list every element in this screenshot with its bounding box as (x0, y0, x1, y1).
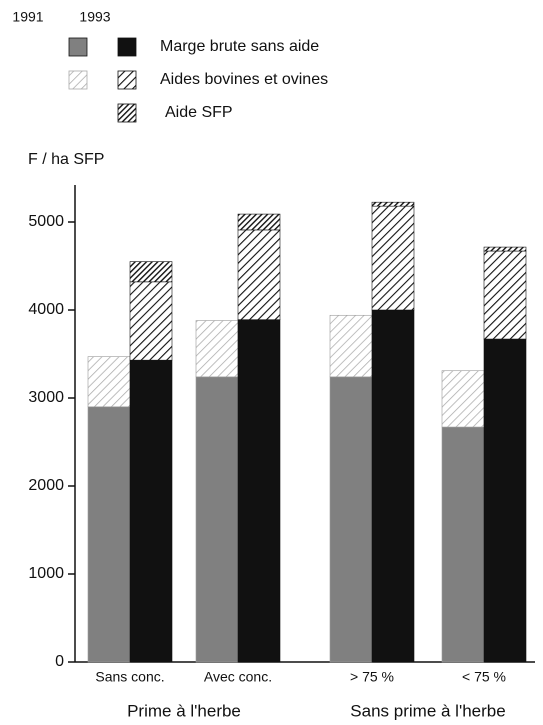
bar-segment (129, 261, 173, 283)
legend-swatch (117, 103, 137, 123)
x-tick-label: > 75 % (350, 669, 394, 685)
legend-swatch (117, 70, 137, 90)
bar-segment (129, 281, 173, 361)
group-label: Prime à l'herbe (127, 701, 241, 720)
bar-segment (483, 338, 527, 663)
bar-segment (441, 370, 485, 428)
legend-swatch (68, 70, 88, 90)
legend-year: 1991 (12, 9, 43, 25)
x-tick-label: Avec conc. (204, 669, 272, 685)
legend-swatch (117, 37, 137, 57)
x-tick-label: Sans conc. (95, 669, 164, 685)
bar-segment (371, 309, 415, 663)
legend-label: Aides bovines et ovines (160, 71, 328, 88)
bar-segment (483, 246, 527, 252)
bar-segment (329, 376, 373, 663)
bar-segment (371, 205, 415, 311)
bar-segment (483, 250, 527, 340)
bar-segment (195, 376, 239, 663)
legend-year: 1993 (79, 9, 110, 25)
legend-label: Aide SFP (165, 104, 233, 121)
y-tick-label: 0 (55, 653, 64, 670)
bar-segment (237, 319, 281, 663)
bar-segment (237, 229, 281, 320)
x-tick-label: < 75 % (462, 669, 506, 685)
bar-segment (237, 213, 281, 231)
legend-label: Marge brute sans aide (160, 38, 319, 55)
y-tick-label: 5000 (28, 213, 64, 230)
bar-segment (329, 314, 373, 378)
legend-swatch (68, 37, 88, 57)
bar-segment (441, 426, 485, 663)
y-axis-label: F / ha SFP (28, 151, 104, 168)
y-tick-label: 3000 (28, 389, 64, 406)
group-label: Sans prime à l'herbe (350, 701, 505, 720)
bar-segment (87, 406, 131, 663)
bar-segment (87, 356, 131, 408)
bar-segment (129, 359, 173, 663)
bar-segment (195, 320, 239, 378)
y-tick-label: 2000 (28, 477, 64, 494)
y-tick-label: 4000 (28, 301, 64, 318)
y-tick-label: 1000 (28, 565, 64, 582)
bar-segment (371, 201, 415, 207)
